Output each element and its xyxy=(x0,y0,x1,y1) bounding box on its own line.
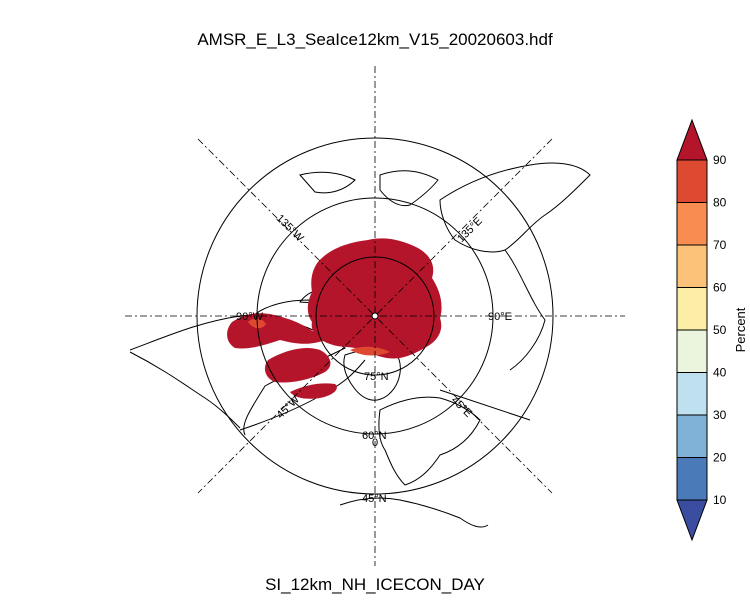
colorbar-segment xyxy=(677,160,707,203)
colorbar-tick-label: 50 xyxy=(713,323,727,337)
colorbar-segment xyxy=(677,373,707,416)
colorbar-segment xyxy=(677,415,707,458)
colorbar-label: Percent xyxy=(733,307,748,352)
colorbar-min-triangle xyxy=(677,500,707,540)
colorbar-max-triangle xyxy=(677,120,707,160)
colorbar-tick-label: 20 xyxy=(713,451,727,465)
colorbar-segment xyxy=(677,288,707,331)
colorbar-tick-label: 70 xyxy=(713,238,727,252)
colorbar-segment xyxy=(677,245,707,288)
colorbar-tick-label: 40 xyxy=(713,366,727,380)
colorbar-segment xyxy=(677,458,707,501)
colorbar-tick-label: 10 xyxy=(713,493,727,507)
colorbar-tick-label: 80 xyxy=(713,196,727,210)
colorbar-tick-label: 90 xyxy=(713,153,727,167)
colorbar-segment xyxy=(677,203,707,246)
colorbar-tick-label: 60 xyxy=(713,281,727,295)
colorbar-tick-label: 30 xyxy=(713,408,727,422)
colorbar-segment xyxy=(677,330,707,373)
plot-subtitle: SI_12km_NH_ICECON_DAY xyxy=(0,575,750,595)
